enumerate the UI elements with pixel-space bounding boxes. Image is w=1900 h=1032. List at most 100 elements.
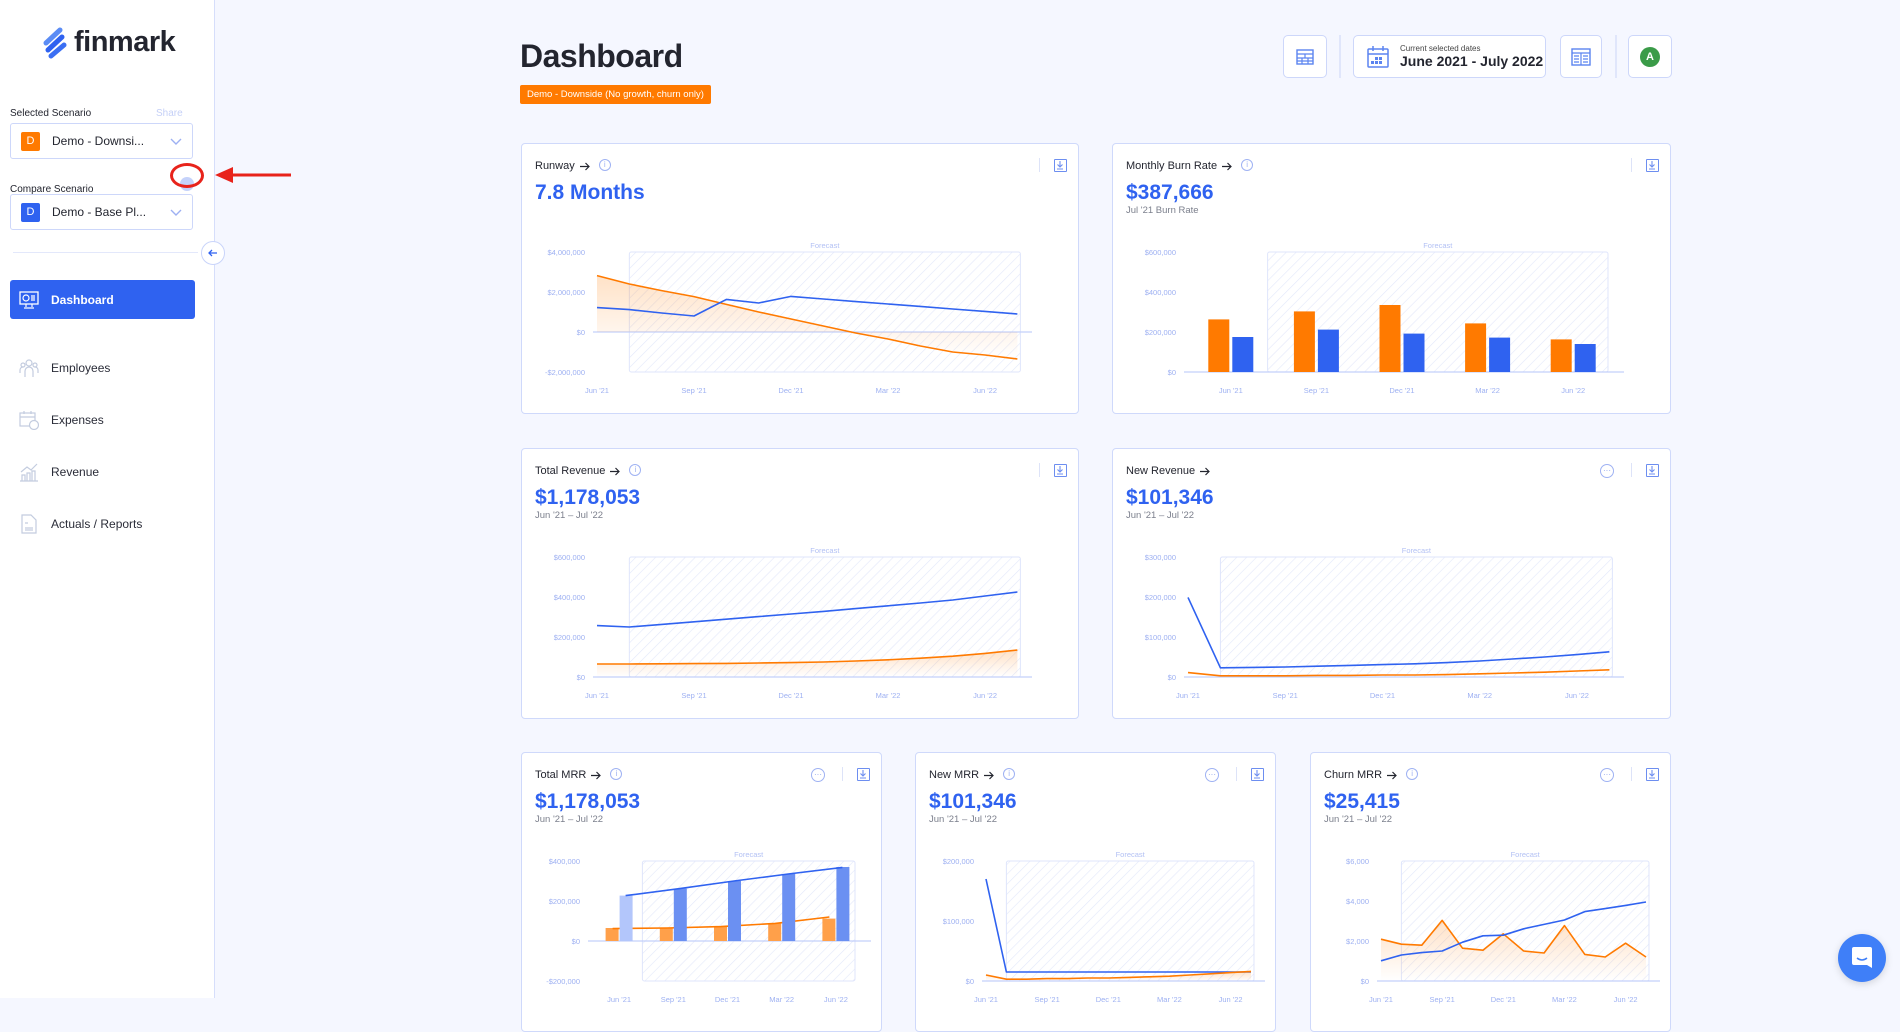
bar[interactable] <box>1489 338 1510 372</box>
forecast-label: Forecast <box>810 241 840 250</box>
sidebar-item-dashboard[interactable]: Dashboard <box>10 280 195 319</box>
bar[interactable] <box>674 889 687 941</box>
bar[interactable] <box>1465 323 1486 372</box>
y-tick-label: $0 <box>577 673 585 682</box>
more-options-icon[interactable]: ··· <box>811 768 825 782</box>
download-icon[interactable] <box>1251 768 1264 781</box>
sidebar-item-actuals-reports[interactable]: Actuals / Reports <box>10 504 195 543</box>
y-tick-label: $2,000 <box>1346 937 1369 946</box>
card-subtitle: Jun '21 – Jul '22 <box>535 510 603 521</box>
download-icon[interactable] <box>1646 464 1659 477</box>
bar[interactable] <box>714 927 727 941</box>
info-icon[interactable]: i <box>599 159 611 171</box>
share-link[interactable]: Share <box>156 108 183 119</box>
more-options-icon[interactable]: ··· <box>1600 464 1614 478</box>
bar[interactable] <box>620 896 633 941</box>
info-icon[interactable]: i <box>610 768 622 780</box>
bar[interactable] <box>728 881 741 941</box>
arrow-right-icon <box>580 162 590 171</box>
x-tick-label: Sep '21 <box>681 691 706 700</box>
card-subtitle: Jun '21 – Jul '22 <box>1324 814 1392 825</box>
arrow-right-icon <box>1200 467 1210 476</box>
forecast-label: Forecast <box>810 546 840 555</box>
more-options-icon[interactable]: ··· <box>1600 768 1614 782</box>
more-options-icon[interactable]: ··· <box>1205 768 1219 782</box>
y-tick-label: $0 <box>966 977 974 986</box>
x-tick-label: Mar '22 <box>1552 995 1577 1004</box>
forecast-region <box>1006 861 1254 981</box>
table-view-button[interactable] <box>1560 35 1602 78</box>
date-range-button[interactable]: Current selected dates June 2021 - July … <box>1353 35 1546 78</box>
x-tick-label: Sep '21 <box>1304 386 1329 395</box>
y-tick-label: $100,000 <box>1145 633 1176 642</box>
download-icon[interactable] <box>1646 768 1659 781</box>
arrow-left-icon <box>208 248 218 258</box>
selected-scenario-name: Demo - Downsi... <box>52 134 144 148</box>
download-icon[interactable] <box>857 768 870 781</box>
arrow-right-icon <box>591 771 601 780</box>
user-menu-button[interactable]: A <box>1628 35 1672 78</box>
info-icon[interactable]: i <box>1406 768 1418 780</box>
arrow-right-icon <box>1222 162 1232 171</box>
info-icon[interactable]: i <box>1003 768 1015 780</box>
y-tick-label: $400,000 <box>1145 288 1176 297</box>
card-subtitle: Jun '21 – Jul '22 <box>929 814 997 825</box>
divider <box>1631 463 1632 477</box>
download-icon[interactable] <box>1054 159 1067 172</box>
x-tick-label: Jun '21 <box>1219 386 1243 395</box>
avatar: A <box>1640 47 1660 67</box>
x-tick-label: Jun '22 <box>973 691 997 700</box>
card-title-link[interactable]: New Revenue <box>1126 465 1210 477</box>
download-icon[interactable] <box>1646 159 1659 172</box>
layout-button[interactable] <box>1283 35 1327 78</box>
bar[interactable] <box>1208 319 1229 372</box>
arrow-right-icon <box>610 467 620 476</box>
bar[interactable] <box>1575 344 1596 372</box>
selected-scenario-dropdown[interactable]: D Demo - Downsi... <box>10 123 193 159</box>
sidebar-item-expenses[interactable]: Expenses <box>10 400 195 439</box>
finmark-logo[interactable]: finmark <box>42 26 175 59</box>
x-tick-label: Jun '22 <box>1219 995 1243 1004</box>
chat-button[interactable] <box>1838 934 1886 982</box>
bar[interactable] <box>1294 311 1315 372</box>
info-icon[interactable]: i <box>1241 159 1253 171</box>
bar[interactable] <box>836 867 849 941</box>
bar[interactable] <box>782 874 795 941</box>
bar[interactable] <box>768 923 781 941</box>
collapse-sidebar-button[interactable] <box>201 241 225 265</box>
bar[interactable] <box>1404 334 1425 372</box>
bar[interactable] <box>1318 330 1339 372</box>
card-subtitle: Jun '21 – Jul '22 <box>1126 510 1194 521</box>
x-tick-label: Jun '22 <box>1561 386 1585 395</box>
card-value: 7.8 Months <box>535 181 645 205</box>
bar[interactable] <box>1232 337 1253 372</box>
download-icon[interactable] <box>1054 464 1067 477</box>
y-tick-label: $4,000,000 <box>547 248 585 257</box>
bar[interactable] <box>660 928 673 941</box>
bar[interactable] <box>1380 305 1401 372</box>
divider <box>1039 158 1040 172</box>
sidebar-item-employees[interactable]: Employees <box>10 348 195 387</box>
scenario-badge: D <box>21 203 40 222</box>
y-tick-label: $200,000 <box>554 633 585 642</box>
sidebar: finmark Selected Scenario Share D Demo -… <box>0 0 215 998</box>
divider <box>1631 158 1632 172</box>
sidebar-item-revenue[interactable]: Revenue <box>10 452 195 491</box>
x-tick-label: Jun '22 <box>824 995 848 1004</box>
compare-scenario-dropdown[interactable]: D Demo - Base Pl... <box>10 194 193 230</box>
bar[interactable] <box>1551 339 1572 372</box>
bar[interactable] <box>606 928 619 941</box>
info-icon[interactable]: i <box>629 464 641 476</box>
y-tick-label: $400,000 <box>554 593 585 602</box>
bar[interactable] <box>822 919 835 941</box>
layout-grid-icon <box>1296 49 1314 65</box>
